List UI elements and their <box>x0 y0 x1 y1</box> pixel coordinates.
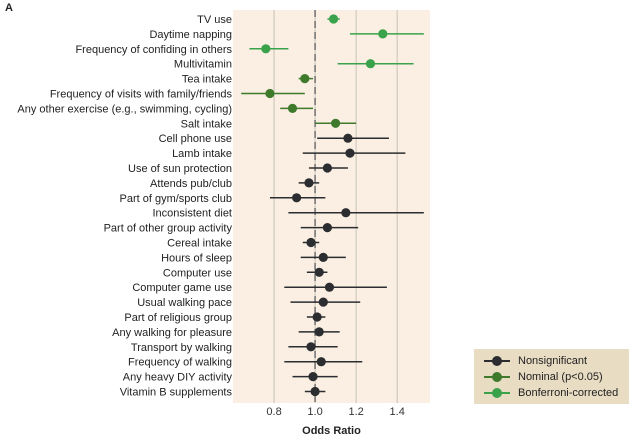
point-vitamin-b-supplements <box>310 386 320 397</box>
category-label-use-of-sun-protection: Use of sun protection <box>128 163 232 175</box>
legend-item-nominal: Nominal (p<0.05) <box>482 369 629 385</box>
panel-label: A <box>5 2 13 14</box>
category-label-daytime-napping: Daytime napping <box>149 29 232 41</box>
legend-label-nominal: Nominal (p<0.05) <box>518 371 603 383</box>
point-lamb-intake <box>345 148 355 158</box>
category-label-frequency-of-visits-with-family-friends: Frequency of visits with family/friends <box>50 89 233 101</box>
legend-label-nonsignificant: Nonsignificant <box>518 355 588 367</box>
category-label-tv-use: TV use <box>197 14 232 26</box>
point-multivitamin <box>365 59 376 69</box>
legend-item-bonferroni: Bonferroni-corrected <box>482 385 629 401</box>
point-any-heavy-diy-activity <box>308 372 318 382</box>
point-any-walking-for-pleasure <box>314 327 324 337</box>
point-frequency-of-visits-with-family-friends <box>265 88 275 99</box>
category-label-inconsistent-diet: Inconsistent diet <box>153 208 233 220</box>
point-attends-pub-club <box>304 178 314 188</box>
point-frequency-of-walking <box>316 357 326 367</box>
category-label-any-other-exercise-e-g-swimming-cycling: Any other exercise (e.g., swimming, cycl… <box>17 103 232 115</box>
point-cell-phone-use <box>343 133 353 143</box>
legend-item-nonsignificant: Nonsignificant <box>482 353 629 369</box>
x-axis-title: Odds Ratio <box>302 425 361 437</box>
x-tick-label-2: 1.2 <box>348 406 363 418</box>
category-label-multivitamin: Multivitamin <box>174 59 232 71</box>
category-label-computer-use: Computer use <box>163 267 232 279</box>
point-daytime-napping <box>378 29 388 39</box>
point-transport-by-walking <box>306 342 316 352</box>
point-hours-of-sleep <box>318 252 328 262</box>
x-tick-label-0: 0.8 <box>266 406 281 418</box>
category-label-any-heavy-diy-activity: Any heavy DIY activity <box>123 372 233 384</box>
category-label-transport-by-walking: Transport by walking <box>131 342 232 354</box>
legend: Nonsignificant Nominal (p<0.05) Bonferro… <box>474 349 629 404</box>
point-tv-use <box>328 14 339 24</box>
point-any-other-exercise-e-g-swimming-cycling <box>287 103 298 113</box>
legend-key-bonferroni <box>482 385 512 401</box>
category-label-part-of-religious-group: Part of religious group <box>124 312 232 324</box>
point-part-of-gym-sports-club <box>292 193 302 203</box>
point-inconsistent-diet <box>341 208 351 218</box>
point-tea-intake <box>300 74 310 84</box>
category-label-vitamin-b-supplements: Vitamin B supplements <box>120 387 233 399</box>
category-label-any-walking-for-pleasure: Any walking for pleasure <box>112 327 232 339</box>
point-computer-game-use <box>324 282 335 292</box>
point-salt-intake <box>331 118 341 128</box>
category-label-frequency-of-confiding-in-others: Frequency of confiding in others <box>75 44 232 56</box>
category-label-salt-intake: Salt intake <box>181 118 232 130</box>
point-cereal-intake <box>306 237 316 248</box>
legend-label-bonferroni: Bonferroni-corrected <box>518 387 619 399</box>
point-part-of-religious-group <box>312 312 322 322</box>
category-label-tea-intake: Tea intake <box>182 74 232 86</box>
legend-key-nonsignificant <box>482 353 512 369</box>
point-use-of-sun-protection <box>322 163 332 173</box>
point-computer-use <box>314 267 324 277</box>
category-label-frequency-of-walking: Frequency of walking <box>128 357 232 369</box>
category-label-cell-phone-use: Cell phone use <box>159 133 232 145</box>
point-usual-walking-pace <box>318 297 328 307</box>
legend-key-nominal <box>482 369 512 385</box>
x-tick-label-1: 1.0 <box>307 406 322 418</box>
category-label-part-of-gym-sports-club: Part of gym/sports club <box>120 193 233 205</box>
point-frequency-of-confiding-in-others <box>261 44 271 54</box>
category-label-cereal-intake: Cereal intake <box>167 238 232 250</box>
category-label-usual-walking-pace: Usual walking pace <box>137 297 232 309</box>
category-label-attends-pub-club: Attends pub/club <box>150 178 232 190</box>
category-label-computer-game-use: Computer game use <box>132 282 232 294</box>
plot-background <box>233 10 430 403</box>
category-label-hours-of-sleep: Hours of sleep <box>161 252 232 264</box>
category-label-part-of-other-group-activity: Part of other group activity <box>104 223 233 235</box>
category-label-lamb-intake: Lamb intake <box>172 148 232 160</box>
point-part-of-other-group-activity <box>322 223 332 233</box>
x-tick-label-3: 1.4 <box>390 406 405 418</box>
